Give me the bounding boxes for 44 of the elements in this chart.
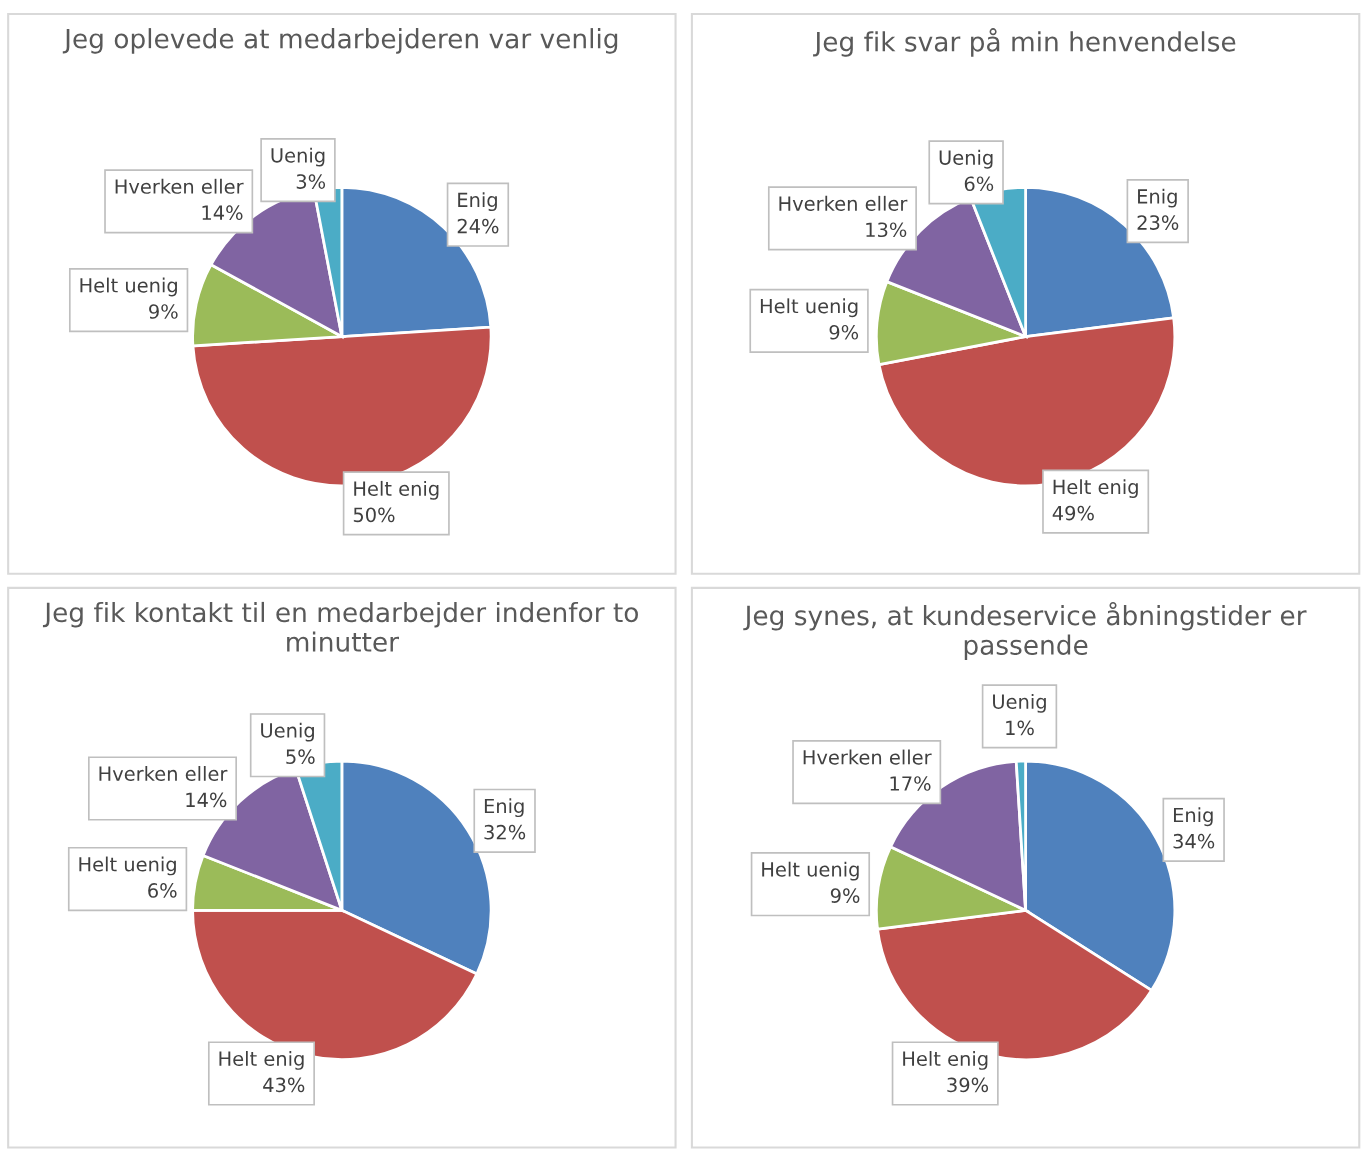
data-label: 23%: [1137, 215, 1179, 230]
data-label: 6%: [964, 176, 994, 192]
chart-title: Jeg fik svar på min henvendelse: [813, 28, 1236, 57]
slice-label: Helt enig: [354, 480, 439, 500]
slice-label: Helt uenig: [760, 298, 858, 318]
data-label: 13%: [866, 222, 907, 238]
slice-label: Uenig: [939, 149, 993, 169]
data-label: 39%: [947, 1077, 989, 1093]
slice-label: Hverken eller: [779, 195, 908, 211]
data-label: 9%: [830, 888, 860, 903]
data-label: 3%: [296, 174, 326, 189]
data-label: 34%: [1173, 833, 1215, 849]
data-label: 17%: [890, 776, 931, 791]
data-label: 5%: [286, 749, 315, 764]
data-label: 50%: [353, 507, 395, 523]
slice-label: Hverken eller: [115, 178, 244, 194]
data-label: 14%: [202, 205, 243, 221]
slice-label: Enig: [484, 798, 524, 818]
slice-label: Uenig: [271, 147, 325, 167]
chart-title: Jeg oplevede at medarbejderen var venlig: [62, 28, 618, 54]
slice-label: Uenig: [261, 722, 314, 742]
slice-label: Hverken eller: [99, 765, 228, 782]
data-label: 43%: [263, 1077, 305, 1093]
data-label: 9%: [829, 324, 859, 340]
data-label: 24%: [457, 218, 499, 234]
data-label: 49%: [1052, 505, 1094, 521]
slice-label: Uenig: [993, 693, 1046, 713]
data-label: 14%: [186, 792, 227, 808]
slice-label: Enig: [458, 192, 497, 212]
slice-label: Helt uenig: [80, 277, 177, 297]
slice-label: Helt enig: [219, 1051, 304, 1070]
slice-label: Helt enig: [903, 1051, 988, 1070]
chart-title: Jeg synes, at kundeservice åbningstider er passende: [743, 601, 1307, 661]
data-label: 1%: [1006, 720, 1034, 736]
data-label: 32%: [484, 824, 526, 840]
slice-label: Enig: [1173, 807, 1213, 827]
data-label: 9%: [149, 304, 178, 319]
data-label: 6%: [148, 883, 177, 898]
chart-title: Jeg fik kontakt til en medarbejder indenfor to minutter: [42, 601, 638, 652]
slice-label: Helt uenig: [762, 861, 859, 881]
slice-label: Enig: [1138, 188, 1177, 208]
slice-label: Helt uenig: [79, 856, 176, 876]
slice-label: Helt enig: [1053, 479, 1138, 498]
slice-label: Hverken eller: [803, 749, 932, 765]
